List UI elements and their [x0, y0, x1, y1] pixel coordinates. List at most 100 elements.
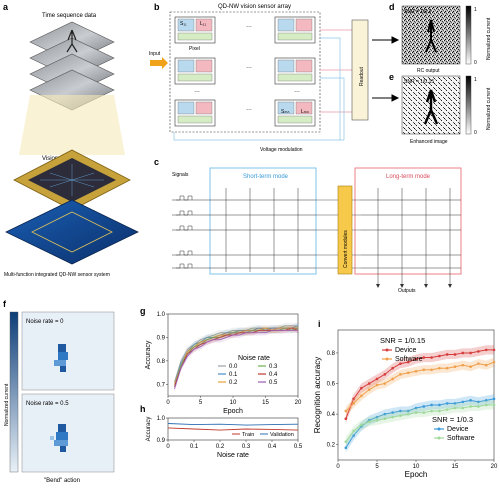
- colorbar-d-min: 0: [474, 60, 477, 66]
- legend-label: 0.4: [269, 372, 278, 378]
- legend-marker: [437, 436, 441, 440]
- enhanced-caption: Enhanced image: [410, 139, 448, 145]
- x-axis-label: Epoch: [223, 408, 243, 415]
- long-term-element: [195, 101, 213, 115]
- y-axis-label: Recognition accuracy: [313, 357, 322, 433]
- series-line-Train: [167, 427, 299, 431]
- series-point: [453, 353, 457, 356]
- x-tick-label: 0.5: [294, 444, 303, 450]
- legend-title: Noise rate: [238, 355, 270, 362]
- colorbar-e-max: 1: [474, 77, 477, 83]
- series-point: [422, 411, 426, 414]
- panel-label-i: i: [318, 319, 321, 329]
- convert-modules-label: Convert modules: [343, 230, 349, 268]
- series-point: [461, 406, 465, 410]
- colorbar-f-title: Normalized current: [4, 383, 10, 426]
- series-point: [414, 357, 418, 361]
- series-point: [399, 362, 402, 365]
- series-point: [477, 405, 480, 408]
- long-term-element: [295, 101, 313, 115]
- series-point: [391, 377, 394, 381]
- x-tick-label: 20: [295, 400, 302, 406]
- short-term-element: [277, 101, 295, 115]
- substrate-inner-frame: [31, 211, 113, 253]
- y-tick-label: 0.4: [327, 412, 336, 418]
- x-tick-label: 15: [262, 400, 269, 406]
- human-figure-icon: [425, 19, 437, 53]
- series-point: [484, 403, 488, 407]
- long-term-element: [295, 18, 313, 32]
- panel-label-g: g: [140, 306, 146, 316]
- substrate-board: [5, 199, 139, 265]
- series-point: [492, 403, 496, 407]
- long-term-label: Long-term mode: [386, 174, 431, 180]
- legend-label: Validation: [270, 432, 294, 438]
- x-tick-label: 0: [166, 400, 170, 406]
- series-point: [469, 399, 472, 402]
- series-point: [422, 368, 426, 372]
- y-tick-label: 0.8: [327, 351, 336, 357]
- legend-marker: [385, 348, 389, 352]
- output-arrows: [372, 36, 400, 102]
- cell-l11: L₁₁: [200, 21, 206, 27]
- series-point: [461, 400, 465, 404]
- noise0-pattern: [54, 344, 68, 372]
- time-sequence-frames: [29, 21, 115, 111]
- series-point: [399, 409, 402, 413]
- series-line: [345, 404, 494, 442]
- series-point: [453, 402, 457, 405]
- series-point: [453, 406, 457, 410]
- short-term-element: [277, 18, 295, 32]
- time-sequence-label: Time sequence data: [42, 13, 97, 19]
- y-tick-label: 0.9: [157, 438, 166, 444]
- pixel-control-strip: [177, 32, 213, 41]
- series-point: [469, 405, 472, 408]
- series-point: [344, 440, 348, 443]
- output-arrow-icon: [400, 284, 404, 288]
- panel-b: b QD-NW vision sensor array Input Pixel …: [149, 2, 400, 153]
- noise05-pattern: [50, 424, 68, 452]
- panel-i: i 0 5 10 15 20 0.2 0.4 0.6 0.8 Epoch Recognition a…: [313, 319, 498, 479]
- legend-label: 0.5: [269, 380, 278, 386]
- series-line-Validation: [167, 423, 299, 426]
- dots-row3: …: [246, 106, 252, 112]
- legend-label: Train: [242, 432, 254, 438]
- array-outline: [169, 11, 321, 133]
- legend-label: 0.2: [229, 380, 238, 386]
- legend-label: 0.3: [269, 364, 278, 370]
- series-point: [383, 417, 387, 421]
- series-point: [406, 360, 410, 364]
- series-point: [461, 351, 465, 355]
- series-point: [352, 429, 355, 433]
- snr-group-label: SNR = 1/0.3: [432, 415, 473, 424]
- series-point: [352, 402, 355, 405]
- y-tick-label: 0.2: [327, 443, 336, 449]
- pulse-icon: [176, 250, 193, 256]
- panel-a: a Time sequence data Vision sensor Multi…: [3, 2, 139, 278]
- cell-s11: S₁₁: [180, 21, 187, 27]
- series-band: [345, 345, 494, 424]
- output-arrow-icon: [424, 284, 428, 288]
- cell-smn: Sₘₙ: [281, 109, 289, 115]
- legend-label: 0.0: [229, 364, 238, 370]
- colorbar-e-min: 0: [474, 130, 477, 136]
- short-term-element: [177, 101, 195, 115]
- voltage-label: Voltage modulation: [260, 147, 303, 153]
- series-point: [453, 365, 457, 369]
- series-point: [477, 400, 480, 404]
- bend-caption: "Bend" action: [44, 478, 80, 484]
- panel-c: c Signals Short-term mode Long-term mode…: [154, 157, 462, 294]
- snr-d: SNR = 1/0.3: [404, 9, 432, 15]
- series-line: [345, 349, 494, 419]
- plot-frame: [167, 417, 299, 441]
- legend-label: 0.1: [229, 372, 238, 378]
- x-tick-label: 0.1: [190, 444, 199, 450]
- legend-label: Device: [395, 347, 417, 354]
- pixel-control-strip: [277, 32, 313, 41]
- series-point: [352, 434, 355, 437]
- chart-i: 0 5 10 15 20 0.2 0.4 0.6 0.8 Epoch Recognition acc…: [313, 329, 498, 479]
- x-tick-label: 5: [375, 464, 379, 470]
- series-point: [399, 373, 402, 376]
- series-point: [360, 394, 363, 398]
- pulse-icon: [176, 195, 193, 201]
